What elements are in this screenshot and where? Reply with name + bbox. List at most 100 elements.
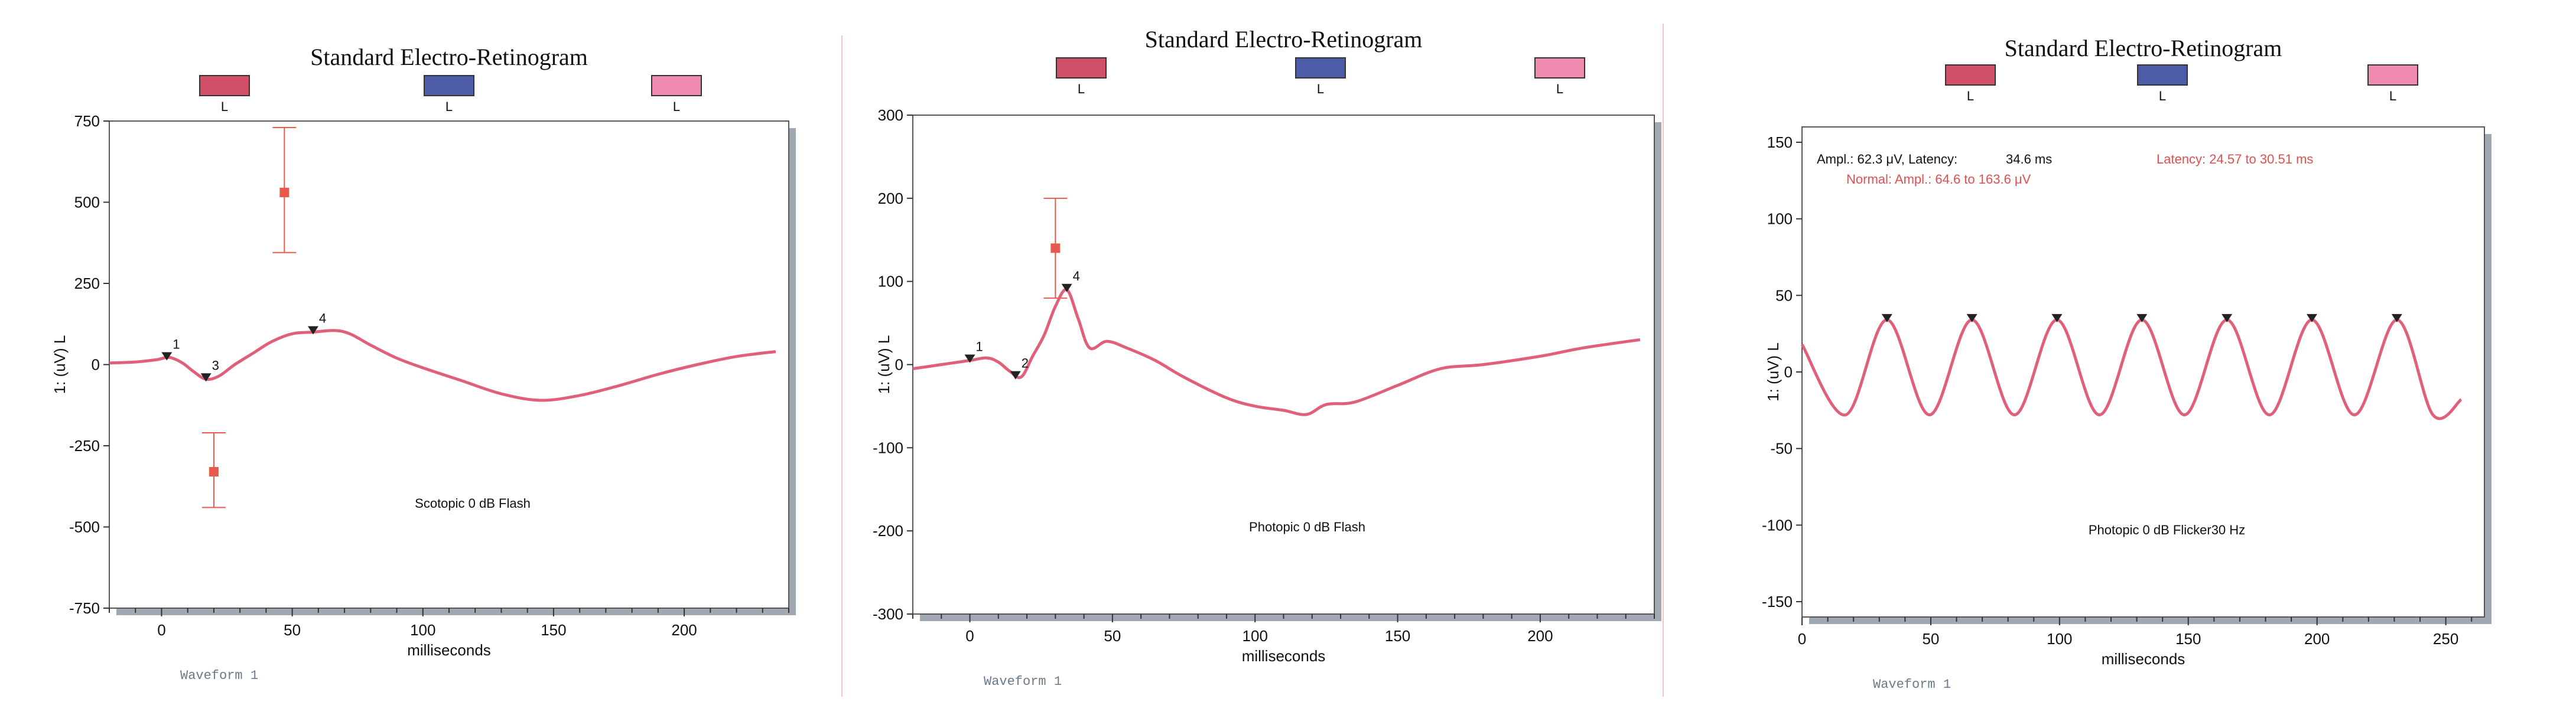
waveform-trace — [912, 288, 1641, 416]
normal-mean-marker — [279, 188, 290, 197]
peak-marker — [2051, 314, 2063, 322]
y-tick-label: -750 — [69, 599, 100, 617]
result-text: Ampl.: 62.3 μV, Latency: — [1817, 152, 1957, 166]
y-tick-label: 250 — [74, 275, 100, 292]
peak-label: 3 — [212, 358, 219, 373]
peak-marker — [2136, 314, 2148, 322]
y-tick-label: -200 — [873, 522, 903, 540]
peak-marker — [2222, 314, 2233, 322]
x-tick-label: 100 — [1243, 627, 1268, 645]
x-tick-label: 200 — [1527, 627, 1553, 645]
x-tick-label: 200 — [671, 621, 697, 639]
chart-title: Standard Electro-Retinogram — [1145, 26, 1423, 53]
x-axis-label: milliseconds — [407, 641, 491, 659]
plot-area — [1801, 126, 2485, 618]
chart-title: Standard Electro-Retinogram — [310, 44, 588, 70]
legend-swatch — [2367, 64, 2418, 86]
peak-marker — [161, 352, 173, 361]
peak-marker — [1881, 314, 1892, 322]
legend-label: L — [445, 99, 453, 114]
y-tick-label: 100 — [1767, 210, 1793, 228]
peak-marker — [200, 373, 212, 382]
x-tick-label: 200 — [2304, 630, 2330, 648]
waveform-trace — [1800, 318, 2463, 420]
y-tick-label: -100 — [1762, 516, 1793, 534]
y-axis-label: 1: (uV) L — [51, 335, 69, 394]
x-tick-label: 50 — [284, 621, 301, 639]
peak-marker — [308, 326, 318, 335]
y-tick-label: 750 — [74, 112, 100, 130]
legend-swatch — [651, 75, 702, 96]
x-tick-label: 150 — [541, 621, 566, 639]
x-tick-label: 0 — [965, 627, 974, 645]
legend-label: L — [1556, 81, 1563, 96]
legend-swatch — [199, 75, 250, 96]
y-tick-label: -100 — [873, 439, 903, 456]
legend-label: L — [2159, 89, 2166, 103]
legend-label: L — [221, 99, 228, 114]
y-tick-label: 150 — [1767, 133, 1793, 151]
waveform-footer: Waveform 1 — [180, 668, 258, 683]
x-tick-label: 250 — [2433, 630, 2458, 648]
y-tick-label: -250 — [69, 437, 100, 455]
y-tick-label: 0 — [895, 356, 903, 374]
peak-marker — [1966, 314, 1977, 322]
normal-mean-marker — [209, 467, 219, 476]
peak-marker — [964, 354, 975, 363]
legend-label: L — [2389, 89, 2396, 103]
plot-area — [109, 120, 789, 609]
peak-marker — [2391, 314, 2402, 322]
y-tick-label: -500 — [69, 518, 100, 536]
condition-label: Photopic 0 dB Flash — [1249, 520, 1365, 534]
peak-marker — [1010, 371, 1021, 380]
y-tick-label: -300 — [873, 605, 903, 623]
peak-label: 4 — [1073, 269, 1080, 283]
x-axis-label: milliseconds — [2102, 650, 2185, 668]
plot-area — [912, 115, 1655, 615]
legend-swatch — [1534, 57, 1585, 79]
x-tick-label: 150 — [1385, 627, 1410, 645]
x-tick-label: 150 — [2175, 630, 2201, 648]
waveform-footer: Waveform 1 — [984, 674, 1062, 689]
chart-title: Standard Electro-Retinogram — [2005, 35, 2282, 61]
normal-mean-marker — [1050, 243, 1061, 253]
result-latency-value: 34.6 ms — [2006, 152, 2052, 166]
legend-swatch — [1056, 57, 1107, 79]
x-axis-label: milliseconds — [1242, 647, 1326, 665]
legend-swatch — [424, 75, 474, 96]
y-tick-label: 200 — [878, 190, 903, 207]
y-tick-label: 0 — [92, 356, 100, 374]
erg-panel-2: Standard Electro-Retinogram L L L -300 -200 -1… — [873, 26, 1661, 689]
legend-label: L — [1078, 81, 1085, 96]
y-axis-label: 1: (uV) L — [875, 335, 893, 394]
y-axis-label: 1: (uV) L — [1764, 342, 1782, 401]
x-tick-label: 100 — [2047, 630, 2072, 648]
x-tick-label: 0 — [157, 621, 165, 639]
legend-swatch — [2137, 64, 2188, 86]
peak-label: 4 — [319, 311, 326, 326]
y-tick-label: 100 — [878, 273, 903, 290]
y-tick-label: 50 — [1775, 286, 1793, 304]
normal-latency-text: Latency: 24.57 to 30.51 ms — [2157, 152, 2313, 166]
legend-label: L — [1967, 89, 1974, 103]
peak-label: 1 — [173, 337, 180, 352]
condition-label: Photopic 0 dB Flicker30 Hz — [2089, 523, 2245, 537]
waveform-trace — [109, 329, 776, 402]
legend-label: L — [673, 99, 680, 114]
x-tick-label: 50 — [1922, 630, 1939, 648]
x-tick-label: 50 — [1104, 627, 1121, 645]
peak-marker — [2306, 314, 2317, 322]
x-tick-label: 100 — [410, 621, 435, 639]
legend-label: L — [1317, 81, 1324, 96]
y-tick-label: 0 — [1784, 363, 1793, 381]
legend-swatch — [1295, 57, 1346, 79]
x-tick-label: 0 — [1798, 630, 1806, 648]
erg-panel-3: Standard Electro-Retinogram L L L -150 -100 -5… — [1762, 35, 2492, 692]
normal-amplitude-text: Normal: Ampl.: 64.6 to 163.6 μV — [1846, 172, 2031, 187]
peak-label: 2 — [1022, 356, 1029, 371]
y-tick-label: -150 — [1762, 593, 1793, 610]
y-tick-label: -50 — [1770, 440, 1793, 458]
peak-marker — [1061, 283, 1072, 292]
y-tick-label: 500 — [74, 194, 100, 211]
peak-label: 1 — [976, 339, 983, 354]
